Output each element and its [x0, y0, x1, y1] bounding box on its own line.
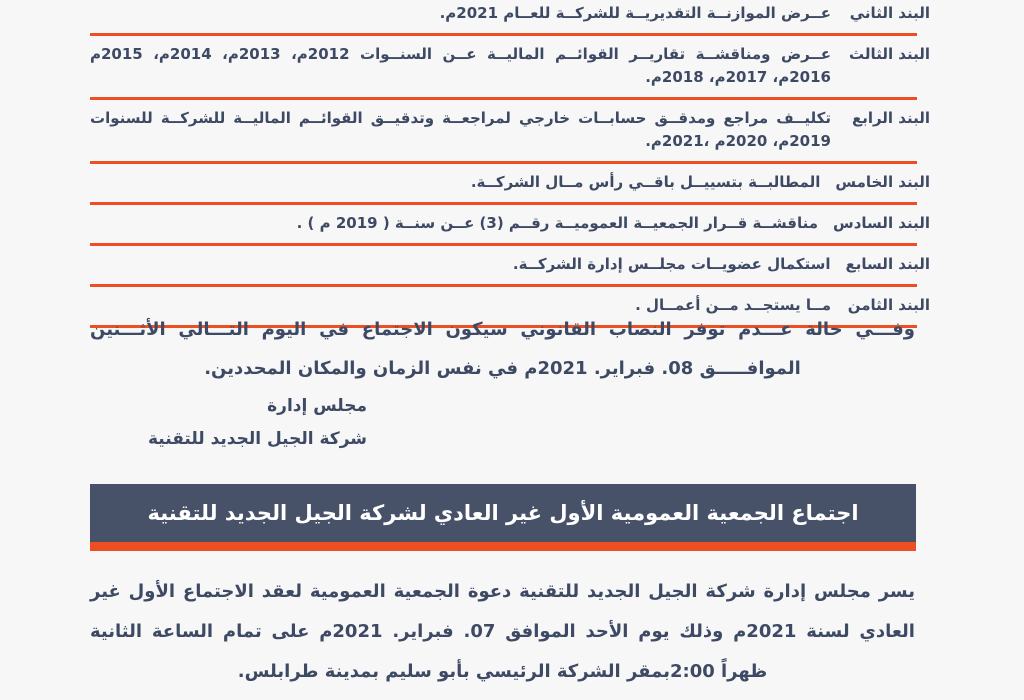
agenda-item-label: البند الثامن — [847, 296, 930, 314]
invitation-paragraph: يسر مجلس إدارة شركة الجيل الجديد للتقنية… — [90, 581, 915, 682]
agenda-item-label: البند السابع — [845, 255, 930, 273]
agenda-item-text: عــرض الموازنــة التقديريــة للشركــة لل… — [439, 4, 831, 22]
agenda-item-label: البند الخامس — [835, 173, 930, 191]
banner-title: اجتماع الجمعية العمومية الأول غير العادي… — [147, 501, 859, 525]
signature-title: مجلس إدارة — [267, 396, 367, 416]
agenda-item-label: البند الثاني — [849, 4, 930, 22]
separator-line — [90, 202, 917, 205]
separator-line — [90, 97, 917, 100]
agenda-row-item-4: البند الرابع تكليــف مراجع ومدقــق حسابـ… — [90, 100, 930, 161]
agenda-item-text: مــا يستجــد مــن أعمــال . — [635, 296, 831, 314]
agenda-row-item-2: البند الثاني عــرض الموازنــة التقديريــ… — [90, 0, 930, 33]
banner-accent-bar — [90, 542, 916, 551]
agenda-item-label: البند السادس — [833, 214, 930, 232]
agenda-item-text: المطالبــة بتسييــل باقــي رأس مــال الش… — [470, 173, 821, 191]
agenda-item-label: البند الرابع — [851, 109, 930, 127]
separator-line — [90, 325, 917, 328]
separator-line — [90, 161, 917, 164]
agenda-item-text: تكليــف مراجع ومدقــق حسابــات خارجي لمر… — [90, 109, 831, 150]
quorum-note-paragraph: وفـــي حالة عـــدم توفر النصاب القانوني … — [90, 319, 915, 379]
agenda-item-text: عــرض ومناقشــة تقاريــر القوائــم المال… — [90, 45, 831, 86]
agenda-row-item-5: البند الخامس المطالبــة بتسييــل باقــي … — [90, 164, 930, 202]
signature-company: شركة الجيل الجديد للتقنية — [148, 429, 367, 449]
meeting-title-banner: اجتماع الجمعية العمومية الأول غير العادي… — [90, 484, 916, 542]
agenda-table: البند الثاني عــرض الموازنــة التقديريــ… — [90, 0, 930, 328]
separator-line — [90, 33, 917, 36]
agenda-item-text: استكمال عضويــات مجلــس إدارة الشركــة. — [512, 255, 831, 273]
agenda-item-label: البند الثالث — [849, 45, 930, 63]
agenda-row-item-3: البند الثالث عــرض ومناقشــة تقاريــر ال… — [90, 36, 930, 97]
agenda-row-item-6: البند السادس مناقشــة قــرار الجمعيــة ا… — [90, 205, 930, 243]
agenda-row-item-8: البند الثامن مــا يستجــد مــن أعمــال . — [90, 287, 930, 325]
separator-line — [90, 284, 917, 287]
separator-line — [90, 243, 917, 246]
agenda-row-item-7: البند السابع استكمال عضويــات مجلــس إدا… — [90, 246, 930, 284]
agenda-item-text: مناقشــة قــرار الجمعيــة العموميــة رقـ… — [296, 214, 819, 232]
signature-block: مجلس إدارة شركة الجيل الجديد للتقنية — [148, 390, 367, 456]
